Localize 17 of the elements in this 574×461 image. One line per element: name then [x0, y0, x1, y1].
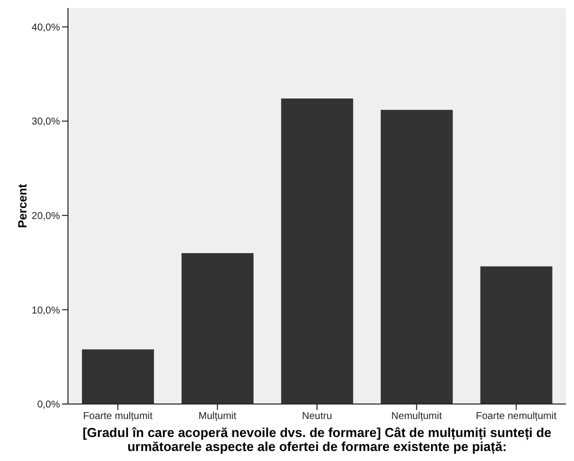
y-tick-label: 10,0%: [32, 305, 60, 316]
y-axis-title: Percent: [15, 184, 30, 228]
x-tick-label: Foarte mulțumit: [83, 411, 153, 422]
x-tick-label: Foarte nemulțumit: [476, 411, 557, 422]
bar: [82, 349, 154, 404]
bar: [182, 253, 254, 404]
y-tick-label: 20,0%: [32, 210, 60, 222]
x-axis-title: [Gradul în care acoperă nevoile dvs. de formare] Cât de mulțumiți sunteți de următoarele aspecte ale ofertei de formare existente pe piață:: [82, 425, 552, 454]
bar: [480, 266, 552, 404]
y-tick-label: 30,0%: [32, 116, 60, 128]
bar: [380, 110, 453, 404]
x-tick-label: Nemulțumit: [391, 411, 442, 422]
y-tick-label: 0,0%: [37, 400, 60, 411]
bar: [281, 98, 354, 404]
x-tick-label: Mulțumit: [198, 411, 237, 422]
x-tick-label: Neutru: [302, 411, 332, 422]
y-tick-label: 40,0%: [32, 22, 60, 34]
